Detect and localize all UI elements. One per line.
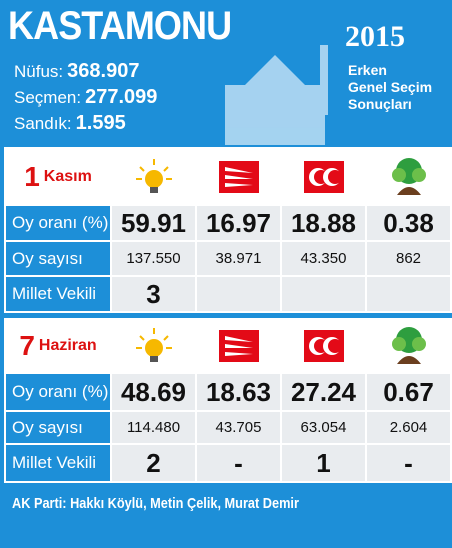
date-number: 7 <box>19 330 35 361</box>
city-silhouette <box>225 45 328 145</box>
subtitle: Erken <box>348 62 387 78</box>
value-cell: - <box>197 445 280 481</box>
party-logo <box>391 327 426 364</box>
party-logo-cell <box>112 320 195 372</box>
value-cell: 27.24 <box>282 374 365 410</box>
value-cell: 18.88 <box>282 206 365 240</box>
date-month: Kasım <box>43 167 92 185</box>
party-logo <box>303 330 344 362</box>
stat: Seçmen: 277.099 <box>14 86 157 109</box>
value-cell: 18.63 <box>197 374 280 410</box>
party-logo-cell <box>367 149 450 204</box>
party-logo <box>391 157 426 195</box>
party-logo <box>218 330 259 362</box>
date-number: 1 <box>24 160 40 192</box>
row-label: Millet Vekili <box>6 445 110 481</box>
footer: AK Parti: Hakkı Köylü, Metin Çelik, Mura… <box>12 495 299 512</box>
value-cell: 43.705 <box>197 412 280 443</box>
value-cell: 0.67 <box>367 374 450 410</box>
value-cell: 862 <box>367 242 450 275</box>
results-table: 1 Kasım Oy oranı (%) 59.91 16.97 18.88 0.38 Oy … <box>4 147 452 313</box>
value-cell: 1 <box>282 445 365 481</box>
stat-label: Sandık: <box>14 114 72 133</box>
value-cell: 2 <box>112 445 195 481</box>
value-cell: 114.480 <box>112 412 195 443</box>
stat-value: 277.099 <box>85 86 158 108</box>
value-cell: 59.91 <box>112 206 195 240</box>
row-label: Oy oranı (%) <box>6 374 110 410</box>
party-logo-cell <box>282 149 365 204</box>
subtitle: Genel Seçim <box>348 79 433 95</box>
party-logo <box>303 160 344 193</box>
stat: Nüfus: 368.907 <box>14 60 139 83</box>
row-label: Oy sayısı <box>6 412 110 443</box>
party-logo-cell <box>197 320 280 372</box>
party-logo <box>135 328 172 362</box>
party-logo-cell <box>282 320 365 372</box>
stat-value: 368.907 <box>67 60 140 82</box>
stat: Sandık: 1.595 <box>14 112 126 135</box>
party-logo <box>218 160 259 193</box>
stat-label: Nüfus: <box>14 62 64 81</box>
value-cell: - <box>367 445 450 481</box>
value-cell: 16.97 <box>197 206 280 240</box>
stat-label: Seçmen: <box>14 88 82 107</box>
empty-cell <box>282 277 365 311</box>
row-label: Millet Vekili <box>6 277 110 311</box>
election-date: 7 Haziran <box>6 320 110 372</box>
value-cell: 63.054 <box>282 412 365 443</box>
subtitle: Sonuçları <box>348 96 412 112</box>
party-logo <box>135 158 172 193</box>
empty-cell <box>367 277 450 311</box>
value-cell: 3 <box>112 277 195 311</box>
row-label: Oy oranı (%) <box>6 206 110 240</box>
election-date: 1 Kasım <box>6 149 110 204</box>
party-logo-cell <box>367 320 450 372</box>
value-cell: 43.350 <box>282 242 365 275</box>
party-logo-cell <box>197 149 280 204</box>
value-cell: 137.550 <box>112 242 195 275</box>
year: 2015 <box>345 20 405 53</box>
value-cell: 38.971 <box>197 242 280 275</box>
value-cell: 0.38 <box>367 206 450 240</box>
stat-value: 1.595 <box>75 112 126 134</box>
title: KASTAMONU <box>8 4 232 48</box>
results-table: 7 Haziran Oy oranı (%) 48.69 18.63 27.24 0.67 O… <box>4 318 452 483</box>
value-cell: 2.604 <box>367 412 450 443</box>
empty-cell <box>197 277 280 311</box>
date-month: Haziran <box>38 337 97 354</box>
value-cell: 48.69 <box>112 374 195 410</box>
row-label: Oy sayısı <box>6 242 110 275</box>
party-logo-cell <box>112 149 195 204</box>
